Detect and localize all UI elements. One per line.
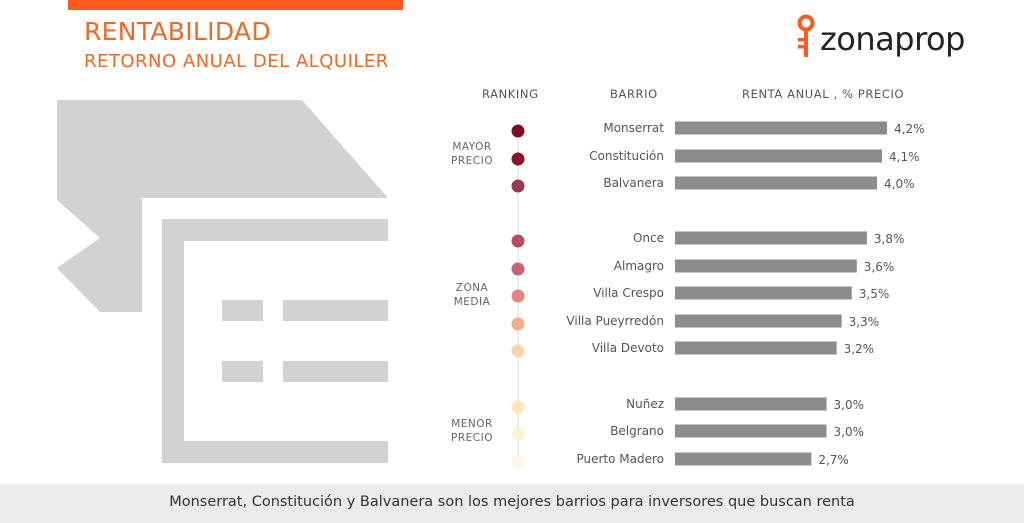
ranking-dot	[511, 179, 525, 193]
category-label: Balvanera	[603, 176, 664, 190]
value-label: 3,0%	[834, 425, 865, 439]
footer-text: Monserrat, Constitución y Balvanera son …	[169, 494, 855, 510]
ranking-dot	[511, 344, 525, 358]
page-subtitle: RETORNO ANUAL DEL ALQUILER	[84, 51, 389, 72]
category-label: Belgrano	[610, 424, 664, 438]
bar	[675, 341, 837, 355]
category-label: Villa Devoto	[592, 341, 664, 355]
value-label: 2,7%	[818, 453, 849, 467]
bar	[675, 452, 812, 466]
bar	[675, 424, 827, 438]
category-label: Puerto Madero	[576, 452, 664, 466]
ranking-dot	[511, 317, 525, 331]
building-illustration	[57, 100, 388, 463]
ranking-dot	[511, 400, 525, 414]
category-label: Monserrat	[603, 121, 664, 135]
bar	[675, 176, 877, 190]
category-label: Constitución	[589, 149, 664, 163]
value-label: 3,8%	[874, 232, 905, 246]
category-label: Nuñez	[626, 397, 664, 411]
bar	[675, 259, 857, 273]
ranking-dot	[511, 289, 525, 303]
value-label: 3,3%	[849, 315, 880, 329]
group-label-line: MEDIA	[453, 296, 491, 308]
category-label: Almagro	[614, 259, 664, 273]
bar	[675, 121, 888, 135]
ranking-dot	[511, 234, 525, 248]
bar	[675, 397, 827, 411]
group-label-zona-media: ZONA MEDIA	[442, 281, 502, 309]
value-label: 4,2%	[894, 122, 925, 136]
ranking-dot	[511, 427, 525, 441]
zonaprop-logo: zonaprop	[796, 14, 996, 64]
header-barrio: BARRIO	[610, 87, 658, 101]
key-icon	[797, 14, 815, 57]
footer-banner: Monserrat, Constitución y Balvanera son …	[0, 484, 1024, 523]
ranking-dot	[511, 152, 525, 166]
value-label: 3,2%	[844, 342, 875, 356]
category-label: Villa Crespo	[593, 286, 664, 300]
page-title: RENTABILIDAD	[84, 17, 271, 46]
group-label-mayor-precio: MAYOR PRECIO	[442, 140, 502, 168]
group-label-line: PRECIO	[451, 432, 493, 444]
group-label-line: ZONA	[455, 282, 489, 294]
bar	[675, 314, 842, 328]
value-label: 3,0%	[834, 398, 865, 412]
group-label-line: MAYOR	[452, 141, 492, 153]
ranking-dot	[511, 262, 525, 276]
value-label: 3,5%	[859, 287, 890, 301]
bar	[675, 149, 883, 163]
group-label-menor-precio: MENOR PRECIO	[442, 417, 502, 445]
value-label: 4,1%	[889, 150, 920, 164]
brand-name: zonaprop	[820, 20, 965, 58]
header-renta: RENTA ANUAL , % PRECIO	[742, 87, 905, 101]
top-accent-bar	[68, 0, 403, 10]
header-ranking: RANKING	[482, 87, 539, 101]
bar	[675, 231, 867, 245]
category-label: Villa Pueyrredón	[566, 314, 664, 328]
ranking-dot	[511, 455, 525, 469]
group-label-line: MENOR	[451, 418, 493, 430]
value-label: 4,0%	[884, 177, 915, 191]
group-label-line: PRECIO	[451, 155, 493, 167]
bar	[675, 286, 852, 300]
value-label: 3,6%	[864, 260, 895, 274]
ranking-dot	[511, 124, 525, 138]
category-label: Once	[633, 231, 664, 245]
